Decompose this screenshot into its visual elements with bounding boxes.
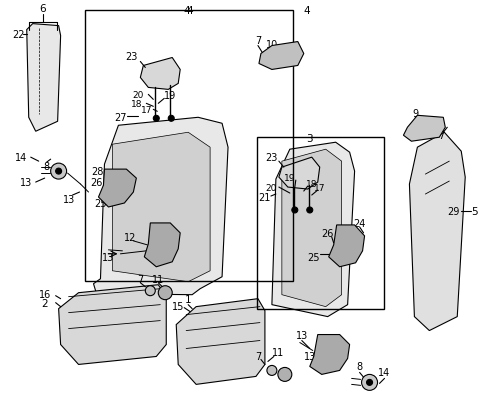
Text: 13: 13 [20,178,32,188]
Polygon shape [98,170,136,207]
Text: 23: 23 [266,153,278,163]
Circle shape [168,116,174,122]
Polygon shape [112,133,210,282]
Text: 20: 20 [132,91,144,100]
Text: 27: 27 [114,113,127,123]
Text: 25: 25 [94,198,107,209]
Text: 14: 14 [378,367,391,377]
Polygon shape [27,25,60,132]
Text: 11: 11 [272,347,284,358]
Text: 1: 1 [185,294,192,304]
Circle shape [158,286,172,300]
Polygon shape [144,224,180,267]
Text: 25: 25 [308,252,320,262]
Polygon shape [259,43,304,70]
Text: 21: 21 [259,192,271,202]
Text: 22: 22 [12,30,25,39]
Circle shape [51,164,67,180]
Text: 16: 16 [38,289,51,299]
Text: 26: 26 [90,178,103,188]
Text: 26: 26 [322,228,334,238]
Polygon shape [310,335,349,375]
Text: 24: 24 [353,218,366,228]
Circle shape [278,367,292,382]
Polygon shape [329,225,365,267]
Text: 7: 7 [255,36,261,45]
Circle shape [56,169,61,175]
Text: 2: 2 [41,298,48,308]
Polygon shape [176,299,265,384]
Circle shape [145,286,156,296]
Text: 13: 13 [62,194,75,205]
Text: 12: 12 [124,232,137,242]
Text: 19: 19 [164,91,176,101]
Text: 4: 4 [303,6,310,16]
Text: 29: 29 [447,207,459,216]
Text: 20: 20 [265,183,276,192]
Text: 15: 15 [172,301,184,311]
Text: 23: 23 [125,52,138,62]
Text: 8: 8 [44,162,50,172]
Text: 7: 7 [438,131,444,141]
Circle shape [367,379,372,386]
Text: 28: 28 [91,167,104,177]
Circle shape [153,116,159,122]
Bar [84,11,293,281]
Text: 3: 3 [306,134,313,144]
Circle shape [292,207,298,213]
Polygon shape [403,116,445,142]
Polygon shape [282,150,342,307]
Text: 9: 9 [412,109,419,119]
Text: 4: 4 [187,6,193,16]
Text: 17: 17 [141,106,152,115]
Polygon shape [140,58,180,90]
Text: 19: 19 [284,173,296,182]
Text: 5: 5 [471,207,478,216]
Text: 13: 13 [102,252,115,262]
Bar [257,138,384,309]
Polygon shape [272,143,355,317]
Text: 13: 13 [304,352,316,362]
Text: 18: 18 [131,100,142,109]
Text: 11: 11 [152,274,165,284]
Text: 7: 7 [137,274,144,284]
Text: 6: 6 [39,4,46,14]
Polygon shape [94,118,228,295]
Text: 13: 13 [296,330,308,340]
Text: 14: 14 [14,153,27,163]
Circle shape [307,207,313,213]
Circle shape [267,366,277,375]
Text: 7: 7 [255,352,261,362]
Circle shape [361,375,378,390]
Polygon shape [409,133,465,331]
Polygon shape [279,158,320,190]
Polygon shape [59,285,166,364]
Text: 4: 4 [184,6,191,16]
Text: 18: 18 [306,179,317,188]
Text: 8: 8 [357,362,363,371]
Text: 17: 17 [314,183,325,192]
Text: 10: 10 [266,39,278,49]
